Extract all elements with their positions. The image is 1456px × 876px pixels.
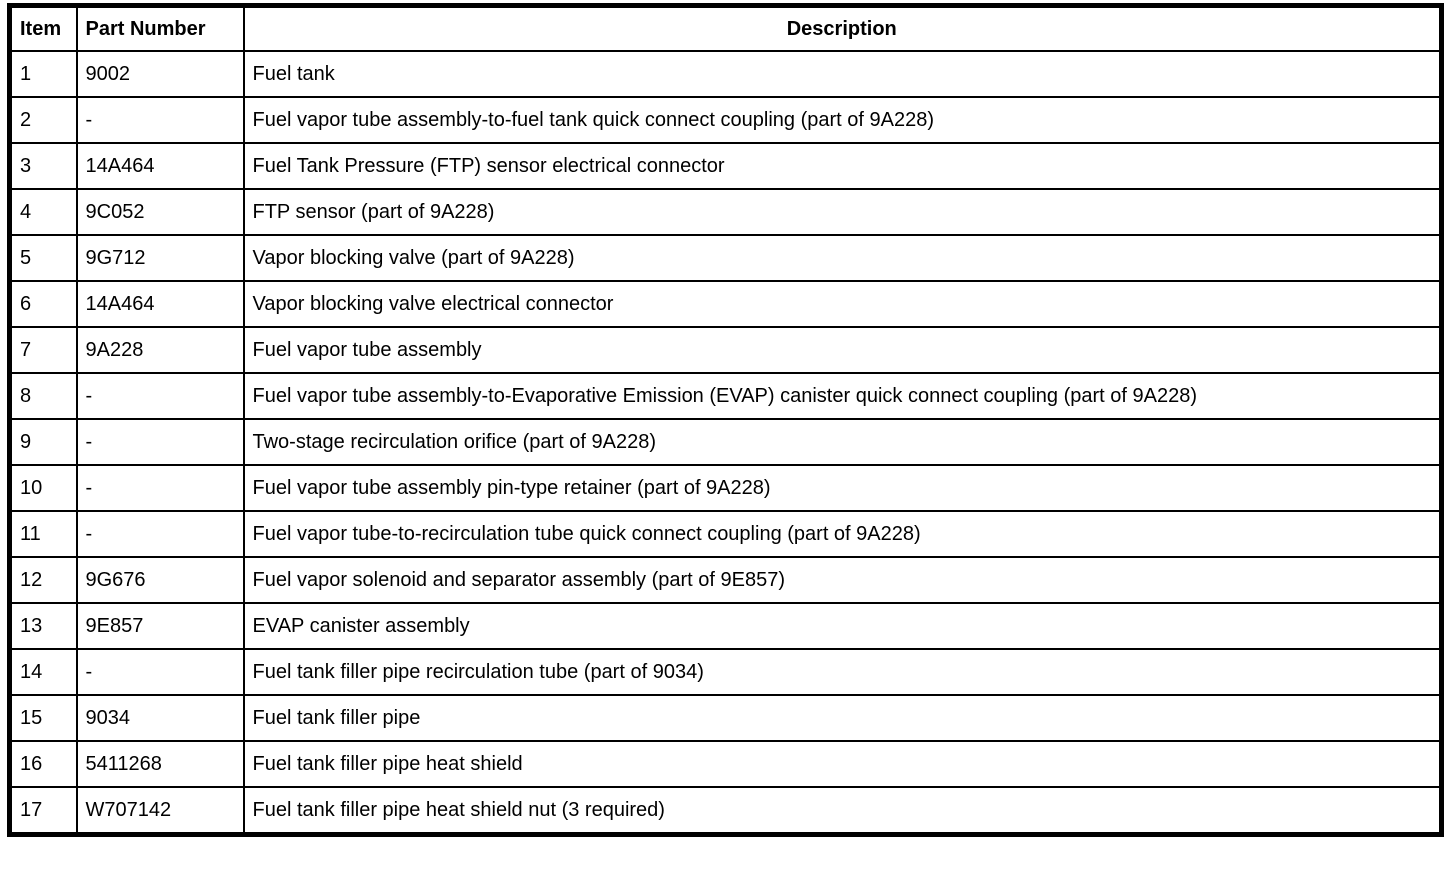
cell-item: 4 — [8, 188, 78, 236]
cell-item: 9 — [8, 418, 78, 466]
cell-description: Fuel tank — [242, 50, 1443, 98]
table-row: 10- Fuel vapor tube assembly pin-type ret… — [8, 464, 1443, 512]
cell-part-number: W707142 — [75, 786, 245, 836]
table-row: 7 9A228 Fuel vapor tube assembly — [8, 326, 1443, 374]
cell-description: Fuel tank filler pipe heat shield — [242, 740, 1443, 788]
cell-description: Vapor blocking valve electrical connecto… — [242, 280, 1443, 328]
table-row: 9- Two-stage recirculation orifice (part … — [8, 418, 1443, 466]
cell-item: 3 — [8, 142, 78, 190]
cell-description: Vapor blocking valve (part of 9A228) — [242, 234, 1443, 282]
cell-part-number: - — [75, 510, 245, 558]
cell-item: 8 — [8, 372, 78, 420]
column-header-part-number: Part Number — [75, 4, 245, 52]
cell-description: Fuel Tank Pressure (FTP) sensor electric… — [242, 142, 1443, 190]
column-header-description: Description — [242, 4, 1443, 52]
cell-description: Fuel tank filler pipe heat shield nut (3… — [242, 786, 1443, 836]
table-row: 12 9G676 Fuel vapor solenoid and separator… — [8, 556, 1443, 604]
table-row: 3 14A464 Fuel Tank Pressure (FTP) sensor e… — [8, 142, 1443, 190]
table-row: 8- Fuel vapor tube assembly-to-Evaporativ… — [8, 372, 1443, 420]
table-row: 13 9E857 EVAP canister assembly — [8, 602, 1443, 650]
cell-part-number: 14A464 — [75, 142, 245, 190]
table-row: 6 14A464 Vapor blocking valve electrical c… — [8, 280, 1443, 328]
cell-description: Fuel vapor tube assembly-to-fuel tank qu… — [242, 96, 1443, 144]
table-row: 2- Fuel vapor tube assembly-to-fuel tank … — [8, 96, 1443, 144]
cell-description: Fuel vapor tube assembly pin-type retain… — [242, 464, 1443, 512]
cell-part-number: 9034 — [75, 694, 245, 742]
cell-item: 1 — [8, 50, 78, 98]
cell-item: 16 — [8, 740, 78, 788]
table-row: 11- Fuel vapor tube-to-recirculation tube… — [8, 510, 1443, 558]
cell-part-number: 9002 — [75, 50, 245, 98]
table-row: 5 9G712 Vapor blocking valve (part of 9A22… — [8, 234, 1443, 282]
cell-description: Fuel tank filler pipe recirculation tube… — [242, 648, 1443, 696]
cell-part-number: 5411268 — [75, 740, 245, 788]
cell-part-number: - — [75, 372, 245, 420]
cell-item: 6 — [8, 280, 78, 328]
table-row: 16 5411268 Fuel tank filler pipe heat shie… — [8, 740, 1443, 788]
table-row: 14- Fuel tank filler pipe recirculation t… — [8, 648, 1443, 696]
cell-description: Fuel tank filler pipe — [242, 694, 1443, 742]
cell-item: 2 — [8, 96, 78, 144]
column-header-item: Item — [8, 4, 78, 52]
cell-item: 14 — [8, 648, 78, 696]
cell-part-number: - — [75, 418, 245, 466]
parts-table-container: Item Part Number Description 1 9002 Fuel t… — [7, 3, 1444, 837]
cell-part-number: 9A228 — [75, 326, 245, 374]
cell-description: Fuel vapor tube-to-recirculation tube qu… — [242, 510, 1443, 558]
cell-part-number: 9G676 — [75, 556, 245, 604]
cell-item: 15 — [8, 694, 78, 742]
cell-item: 5 — [8, 234, 78, 282]
cell-item: 10 — [8, 464, 78, 512]
table-row: 4 9C052 FTP sensor (part of 9A228) — [8, 188, 1443, 236]
cell-part-number: 9C052 — [75, 188, 245, 236]
table-body: 1 9002 Fuel tank 2- Fuel vapor tube assembly… — [8, 50, 1443, 836]
table-row: 1 9002 Fuel tank — [8, 50, 1443, 98]
table-row: 15 9034 Fuel tank filler pipe — [8, 694, 1443, 742]
cell-item: 13 — [8, 602, 78, 650]
cell-part-number: - — [75, 96, 245, 144]
header-row: Item Part Number Description — [8, 4, 1443, 52]
cell-item: 7 — [8, 326, 78, 374]
cell-description: Two-stage recirculation orifice (part of… — [242, 418, 1443, 466]
cell-item: 11 — [8, 510, 78, 558]
cell-item: 17 — [8, 786, 78, 836]
parts-table: Item Part Number Description 1 9002 Fuel t… — [7, 3, 1444, 837]
cell-part-number: 9E857 — [75, 602, 245, 650]
cell-part-number: 9G712 — [75, 234, 245, 282]
cell-part-number: - — [75, 464, 245, 512]
table-row: 17 W707142 Fuel tank filler pipe heat shie… — [8, 786, 1443, 836]
cell-part-number: 14A464 — [75, 280, 245, 328]
cell-description: EVAP canister assembly — [242, 602, 1443, 650]
cell-description: FTP sensor (part of 9A228) — [242, 188, 1443, 236]
cell-description: Fuel vapor solenoid and separator assemb… — [242, 556, 1443, 604]
cell-part-number: - — [75, 648, 245, 696]
cell-description: Fuel vapor tube assembly-to-Evaporative … — [242, 372, 1443, 420]
cell-description: Fuel vapor tube assembly — [242, 326, 1443, 374]
cell-item: 12 — [8, 556, 78, 604]
